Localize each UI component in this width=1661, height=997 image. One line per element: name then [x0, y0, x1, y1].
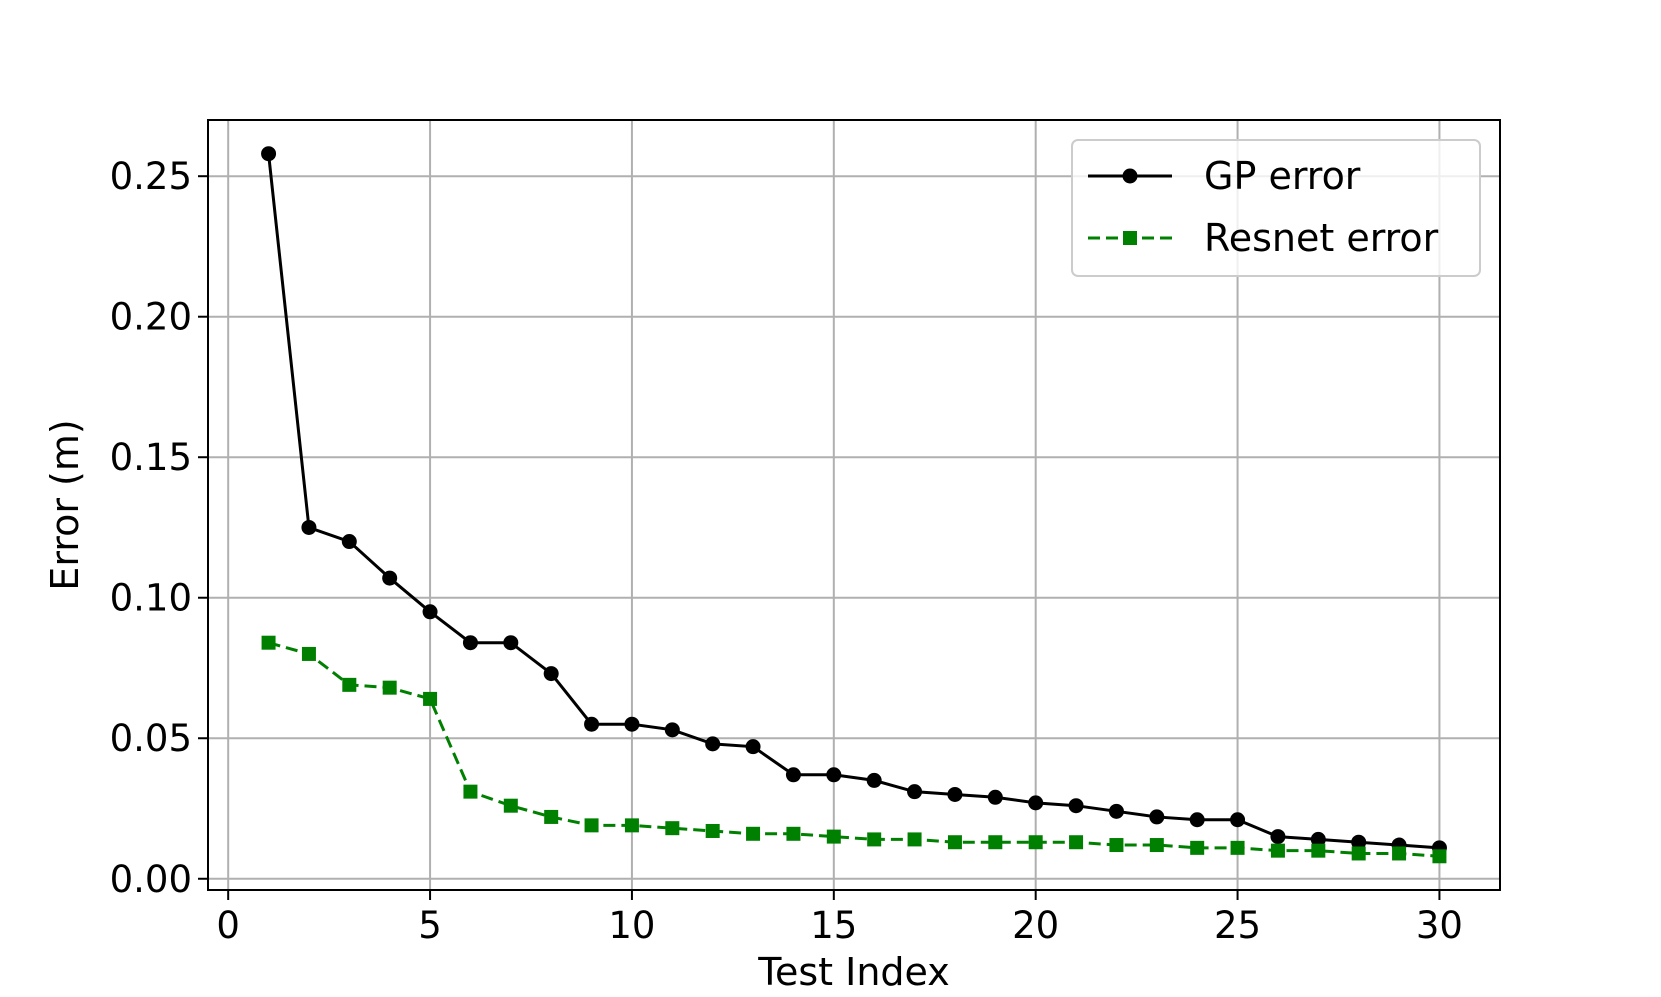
- x-tick-label: 25: [1214, 904, 1261, 947]
- data-point-gp-error: [705, 736, 721, 752]
- data-point-gp-error: [987, 789, 1003, 805]
- data-point-resnet-error: [1028, 835, 1043, 850]
- data-point-resnet-error: [261, 635, 276, 650]
- data-point-resnet-error: [746, 826, 761, 841]
- data-point-gp-error: [543, 666, 559, 682]
- data-point-gp-error: [584, 716, 600, 732]
- data-point-gp-error: [1068, 798, 1084, 814]
- data-point-gp-error: [503, 635, 519, 651]
- data-point-resnet-error: [786, 826, 801, 841]
- data-point-gp-error: [341, 534, 357, 550]
- data-point-resnet-error: [503, 798, 518, 813]
- series-resnet-error: [261, 635, 1447, 864]
- y-tick-label: 0.10: [110, 577, 192, 620]
- x-tick-label: 15: [810, 904, 857, 947]
- data-point-gp-error: [1189, 812, 1205, 828]
- data-point-gp-error: [462, 635, 478, 651]
- data-point-gp-error: [1230, 812, 1246, 828]
- data-point-resnet-error: [867, 832, 882, 847]
- data-point-resnet-error: [423, 691, 438, 706]
- legend-label-gp-error: GP error: [1204, 154, 1361, 198]
- x-tick-label: 10: [608, 904, 655, 947]
- data-point-gp-error: [301, 519, 317, 535]
- x-tick-label: 30: [1416, 904, 1463, 947]
- series-gp-error: [261, 146, 1447, 856]
- legend-label-resnet-error: Resnet error: [1204, 216, 1439, 260]
- data-point-resnet-error: [1109, 838, 1124, 853]
- data-point-resnet-error: [988, 835, 1003, 850]
- legend: GP error Resnet error: [1071, 139, 1481, 277]
- y-tick-label: 0.25: [110, 155, 192, 198]
- data-point-resnet-error: [1351, 846, 1366, 861]
- series-layer: [261, 146, 1447, 864]
- data-point-gp-error: [1108, 803, 1124, 819]
- data-point-resnet-error: [544, 809, 559, 824]
- y-axis-label: Error (m): [43, 419, 87, 590]
- y-tick-label: 0.05: [110, 717, 192, 760]
- data-point-gp-error: [382, 570, 398, 586]
- data-point-resnet-error: [463, 784, 478, 799]
- data-point-resnet-error: [947, 835, 962, 850]
- series-line-resnet-error: [268, 641, 1440, 858]
- legend-box: [1071, 139, 1481, 277]
- y-tick-label: 0.15: [110, 436, 192, 479]
- data-point-resnet-error: [382, 680, 397, 695]
- data-point-resnet-error: [705, 823, 720, 838]
- legend-items: GP error Resnet error: [1088, 154, 1439, 260]
- data-point-gp-error: [1028, 795, 1044, 811]
- data-point-gp-error: [624, 716, 640, 732]
- data-point-gp-error: [261, 146, 277, 162]
- data-point-gp-error: [826, 767, 842, 783]
- y-tick-label: 0.20: [110, 296, 192, 339]
- data-point-resnet-error: [342, 677, 357, 692]
- data-point-resnet-error: [665, 821, 680, 836]
- data-point-gp-error: [785, 767, 801, 783]
- data-point-gp-error: [1310, 831, 1326, 847]
- data-point-resnet-error: [907, 832, 922, 847]
- data-point-gp-error: [1149, 809, 1165, 825]
- data-point-resnet-error: [624, 818, 639, 833]
- data-point-gp-error: [1270, 829, 1286, 845]
- x-tick-label: 5: [418, 904, 442, 947]
- legend-marker-gp-error: [1122, 168, 1138, 184]
- data-point-resnet-error: [1149, 838, 1164, 853]
- tick-layer: 0 5 10 15 20 25 30 0.00 0.05 0.10 0.15 0.20 0.25: [110, 155, 1463, 947]
- legend-marker-resnet-error: [1123, 231, 1137, 245]
- data-point-resnet-error: [1432, 849, 1447, 864]
- x-tick-label: 0: [216, 904, 240, 947]
- y-tick-label: 0.00: [110, 858, 192, 901]
- data-point-gp-error: [422, 604, 438, 620]
- data-point-resnet-error: [1270, 843, 1285, 858]
- data-point-resnet-error: [826, 829, 841, 844]
- data-point-gp-error: [947, 786, 963, 802]
- data-point-gp-error: [907, 784, 923, 800]
- data-point-resnet-error: [1392, 846, 1407, 861]
- data-point-resnet-error: [301, 646, 316, 661]
- data-point-resnet-error: [1190, 840, 1205, 855]
- data-point-resnet-error: [1069, 835, 1084, 850]
- data-point-gp-error: [1351, 834, 1367, 850]
- data-point-resnet-error: [584, 818, 599, 833]
- data-point-gp-error: [745, 739, 761, 755]
- x-tick-label: 20: [1012, 904, 1059, 947]
- x-axis-label: Test Index: [757, 950, 950, 994]
- data-point-gp-error: [664, 722, 680, 738]
- data-point-gp-error: [866, 772, 882, 788]
- data-point-resnet-error: [1230, 840, 1245, 855]
- plot-frame: [207, 119, 1501, 891]
- data-point-resnet-error: [1311, 843, 1326, 858]
